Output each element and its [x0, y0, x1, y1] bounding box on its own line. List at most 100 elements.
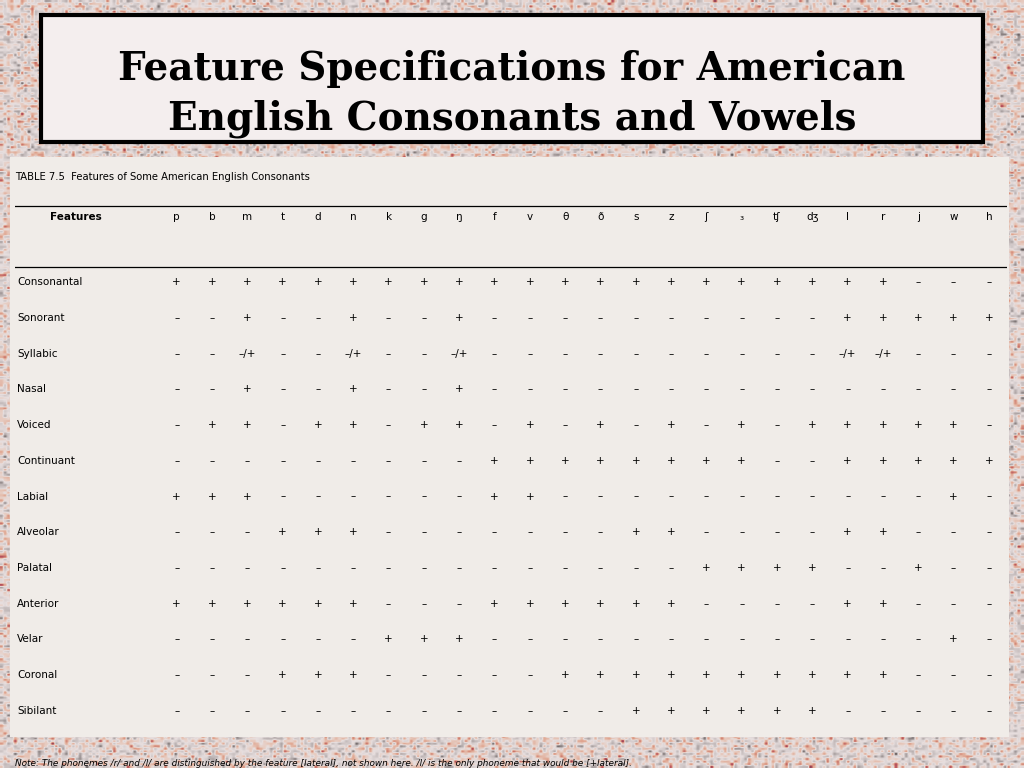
Text: –: – [210, 706, 215, 716]
Text: –: – [245, 634, 250, 644]
Text: –: – [598, 563, 603, 573]
Text: –: – [421, 349, 427, 359]
Text: –: – [845, 384, 850, 395]
Text: v: v [526, 212, 532, 222]
Text: –: – [457, 492, 462, 502]
Text: +: + [702, 563, 711, 573]
Text: –: – [598, 384, 603, 395]
Text: +: + [561, 277, 569, 287]
Text: –: – [598, 492, 603, 502]
Text: +: + [349, 527, 357, 538]
Text: –: – [174, 706, 179, 716]
Text: +: + [420, 277, 428, 287]
Text: w: w [949, 212, 957, 222]
Text: –: – [386, 670, 391, 680]
Text: Note: The phonemes /r/ and /l/ are distinguished by the feature [lateral], not s: Note: The phonemes /r/ and /l/ are disti… [15, 759, 633, 768]
Text: z: z [669, 212, 674, 222]
Text: –: – [280, 634, 286, 644]
Text: +: + [737, 277, 746, 287]
Text: –: – [951, 670, 956, 680]
Text: –: – [951, 349, 956, 359]
Text: +: + [879, 313, 888, 323]
Text: –: – [881, 384, 886, 395]
Text: +: + [490, 599, 499, 609]
Text: +: + [243, 277, 252, 287]
Text: –: – [986, 420, 991, 430]
Text: –: – [350, 492, 356, 502]
Text: tʃ: tʃ [773, 212, 781, 222]
Text: –: – [739, 599, 744, 609]
Text: +: + [844, 456, 852, 466]
Text: –: – [386, 706, 391, 716]
Text: –: – [421, 313, 427, 323]
Text: –: – [703, 527, 709, 538]
Text: +: + [632, 670, 640, 680]
Text: +: + [844, 277, 852, 287]
Text: +: + [349, 599, 357, 609]
Text: –: – [280, 563, 286, 573]
Text: –: – [492, 670, 498, 680]
Text: dʒ: dʒ [806, 212, 818, 222]
Text: –: – [845, 563, 850, 573]
Text: –: – [633, 563, 638, 573]
Text: –: – [669, 634, 674, 644]
Text: –: – [669, 384, 674, 395]
Text: –: – [810, 349, 815, 359]
Text: Nasal: Nasal [17, 384, 46, 395]
Text: Consonantal: Consonantal [17, 277, 83, 287]
Text: –: – [386, 527, 391, 538]
Text: ʃ: ʃ [705, 212, 709, 222]
Text: –: – [245, 527, 250, 538]
Text: Syllabic: Syllabic [17, 349, 57, 359]
Text: +: + [949, 420, 957, 430]
Text: –: – [845, 634, 850, 644]
Text: –: – [810, 599, 815, 609]
Text: –: – [774, 313, 779, 323]
Text: –: – [315, 563, 321, 573]
Text: +: + [313, 670, 323, 680]
Text: –: – [245, 563, 250, 573]
Text: –: – [774, 634, 779, 644]
Text: b: b [209, 212, 215, 222]
Text: –: – [174, 563, 179, 573]
Text: –: – [280, 492, 286, 502]
Text: +: + [667, 706, 676, 716]
Text: +: + [279, 527, 287, 538]
Text: –: – [881, 706, 886, 716]
Text: –: – [492, 706, 498, 716]
Text: –: – [527, 527, 532, 538]
Text: –: – [174, 670, 179, 680]
Text: –: – [492, 527, 498, 538]
Text: +: + [737, 563, 746, 573]
Text: –: – [210, 670, 215, 680]
Text: –: – [527, 349, 532, 359]
Text: –: – [562, 706, 568, 716]
Text: +: + [844, 670, 852, 680]
Text: –: – [174, 313, 179, 323]
Text: –: – [280, 313, 286, 323]
Text: Voiced: Voiced [17, 420, 52, 430]
Text: –: – [951, 527, 956, 538]
Text: –: – [881, 563, 886, 573]
Text: +: + [914, 563, 923, 573]
Text: –: – [421, 670, 427, 680]
Text: +: + [279, 277, 287, 287]
Text: –: – [315, 634, 321, 644]
Text: –: – [492, 384, 498, 395]
Text: +: + [490, 492, 499, 502]
Text: +: + [172, 277, 181, 287]
Text: –: – [174, 349, 179, 359]
Text: +: + [172, 599, 181, 609]
Text: –: – [280, 456, 286, 466]
Text: –: – [703, 634, 709, 644]
Text: –: – [210, 456, 215, 466]
Text: +: + [490, 277, 499, 287]
Text: –: – [703, 384, 709, 395]
Text: +: + [455, 634, 464, 644]
Text: –/+: –/+ [874, 349, 892, 359]
Text: –: – [669, 492, 674, 502]
Text: –: – [774, 349, 779, 359]
Text: +: + [702, 277, 711, 287]
Text: m: m [243, 212, 253, 222]
Text: +: + [879, 277, 888, 287]
